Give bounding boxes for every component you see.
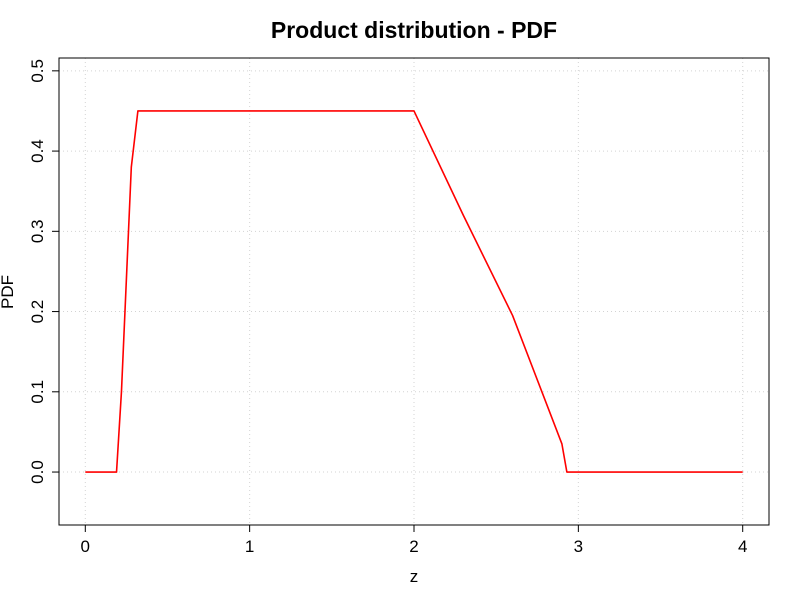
x-tick-label: 3 bbox=[574, 537, 583, 556]
y-tick-label: 0.3 bbox=[28, 219, 47, 243]
y-tick-label: 0.1 bbox=[28, 380, 47, 404]
x-axis: 0 1 2 3 4 bbox=[81, 525, 747, 556]
x-tick-label: 2 bbox=[409, 537, 418, 556]
x-axis-label: z bbox=[410, 567, 419, 586]
y-tick-label: 0.2 bbox=[28, 300, 47, 324]
x-tick-label: 0 bbox=[81, 537, 90, 556]
y-tick-label: 0.0 bbox=[28, 460, 47, 484]
x-tick-label: 1 bbox=[245, 537, 254, 556]
y-axis-label: PDF bbox=[0, 275, 17, 309]
y-tick-label: 0.4 bbox=[28, 139, 47, 163]
grid bbox=[59, 58, 769, 525]
y-tick-label: 0.5 bbox=[28, 59, 47, 83]
chart-title: Product distribution - PDF bbox=[271, 17, 557, 43]
series-line bbox=[85, 110, 743, 473]
series-layer bbox=[85, 110, 743, 473]
x-tick-label: 4 bbox=[738, 537, 747, 556]
y-axis: 0.0 0.1 0.2 0.3 0.4 0.5 bbox=[28, 59, 59, 484]
